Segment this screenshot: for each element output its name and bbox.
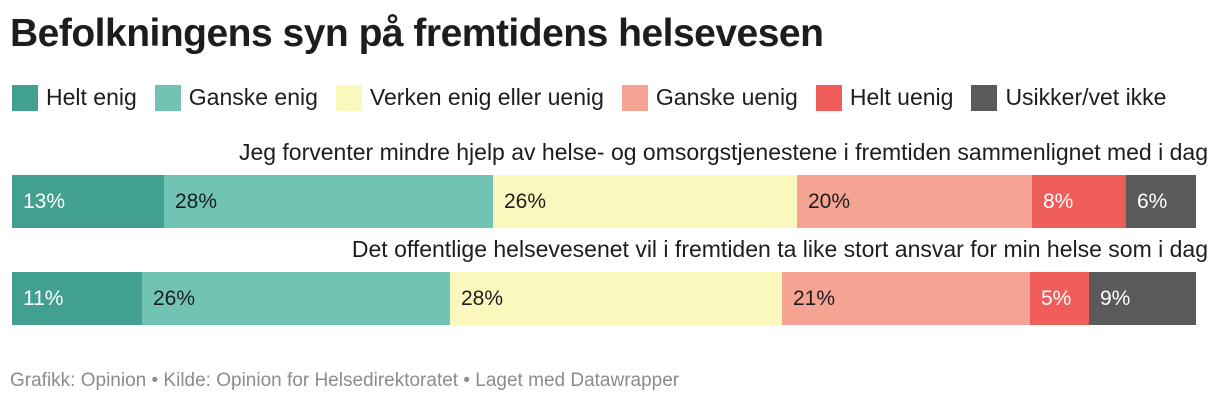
data-label: 8% xyxy=(1043,190,1074,213)
data-label: 13% xyxy=(23,190,66,213)
legend-item: Ganske uenig xyxy=(621,84,798,111)
data-label: 5% xyxy=(1041,287,1072,310)
legend-label: Helt enig xyxy=(46,84,137,110)
legend-item: Verken enig eller uenig xyxy=(335,84,604,111)
legend-label: Ganske uenig xyxy=(655,84,798,110)
data-label: 20% xyxy=(808,190,851,213)
bar-segment xyxy=(1032,175,1126,228)
chart-title: Befolkningens syn på fremtidens helseves… xyxy=(10,12,824,55)
legend-item: Usikker/vet ikke xyxy=(971,84,1166,111)
bar-segment xyxy=(12,272,142,325)
bar-segment xyxy=(1126,175,1196,228)
legend-label: Helt uenig xyxy=(849,84,954,110)
bar-segment xyxy=(450,272,782,325)
data-label: 21% xyxy=(793,287,836,310)
bar-segment xyxy=(1089,272,1196,325)
legend-swatch xyxy=(154,84,181,111)
data-label: 26% xyxy=(504,190,547,213)
legend-item: Ganske enig xyxy=(154,84,318,111)
data-label: 9% xyxy=(1100,287,1131,310)
legend-swatch xyxy=(621,84,648,111)
data-label: 28% xyxy=(461,287,504,310)
bar-segment xyxy=(493,175,797,228)
legend-item: Helt uenig xyxy=(815,84,954,111)
legend-swatch xyxy=(12,84,38,111)
legend-label: Usikker/vet ikke xyxy=(1005,84,1167,110)
bar-segment xyxy=(782,272,1030,325)
legend-item: Helt enig xyxy=(12,84,137,111)
bar-segment xyxy=(1030,272,1089,325)
legend-swatch xyxy=(971,84,998,111)
bar-segment xyxy=(12,175,164,228)
data-label: 11% xyxy=(23,287,64,310)
row-label: Jeg forventer mindre hjelp av helse- og … xyxy=(238,139,1208,165)
legend-label: Verken enig eller uenig xyxy=(369,84,604,110)
stacked-bar: 11% 26% 28% 21% 5% 9% xyxy=(12,272,1196,325)
legend-swatch xyxy=(815,84,842,111)
data-label: 28% xyxy=(175,190,218,213)
bar-segment xyxy=(797,175,1032,228)
row-label: Det offentlige helsevesenet vil i fremti… xyxy=(351,236,1208,262)
data-label: 26% xyxy=(153,287,196,310)
bar-segment xyxy=(142,272,450,325)
legend-swatch xyxy=(335,84,362,111)
legend-label: Ganske enig xyxy=(188,84,318,110)
source-footer: Grafikk: Opinion • Kilde: Opinion for He… xyxy=(10,370,680,391)
stacked-bar: 13% 28% 26% 20% 8% 6% xyxy=(12,175,1196,228)
data-label: 6% xyxy=(1137,190,1168,213)
bar-segment xyxy=(164,175,493,228)
legend: Helt enig Ganske enig Verken enig eller ue… xyxy=(12,84,1184,111)
